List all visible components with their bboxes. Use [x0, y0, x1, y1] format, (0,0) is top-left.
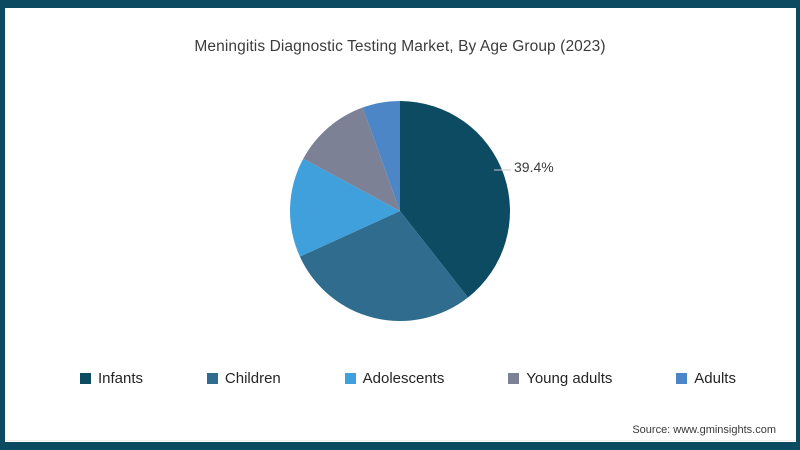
- legend-swatch: [508, 372, 520, 384]
- pie-slice-infants[interactable]: [400, 101, 510, 298]
- legend-swatch: [80, 372, 91, 384]
- pie-slice-data-label: 39.4%: [514, 159, 554, 175]
- pie-slice-adolescents[interactable]: [290, 158, 400, 257]
- legend-item-infants[interactable]: Infants: [80, 370, 143, 387]
- bottom-divider: [5, 440, 796, 441]
- pie-slice-adults[interactable]: [362, 101, 400, 211]
- legend-label: Adults: [694, 369, 736, 387]
- source-note: Source: www.gminsights.com: [632, 424, 776, 436]
- legend-item-adults[interactable]: Adults: [676, 370, 736, 387]
- legend-swatch: [206, 372, 218, 384]
- legend-swatch: [344, 372, 356, 384]
- legend-item-children[interactable]: Children: [206, 369, 281, 387]
- legend-label: Adolescents: [362, 369, 445, 387]
- legend-label: Children: [224, 369, 281, 387]
- legend-label: Infants: [98, 369, 144, 387]
- legend-label: Young adults: [526, 369, 613, 387]
- legend-swatch: [676, 372, 688, 384]
- legend-item-young-adults[interactable]: Young adults: [508, 370, 612, 387]
- legend-item-adolescents[interactable]: Adolescents: [344, 369, 445, 387]
- chart-legend: Infants Children Adolescents Young adults Ad…: [80, 367, 736, 389]
- chart-title: Meningitis Diagnostic Testing Market, By…: [194, 38, 606, 55]
- pie-slice-children[interactable]: [299, 211, 468, 321]
- pie-slice-young-adults[interactable]: [303, 107, 400, 212]
